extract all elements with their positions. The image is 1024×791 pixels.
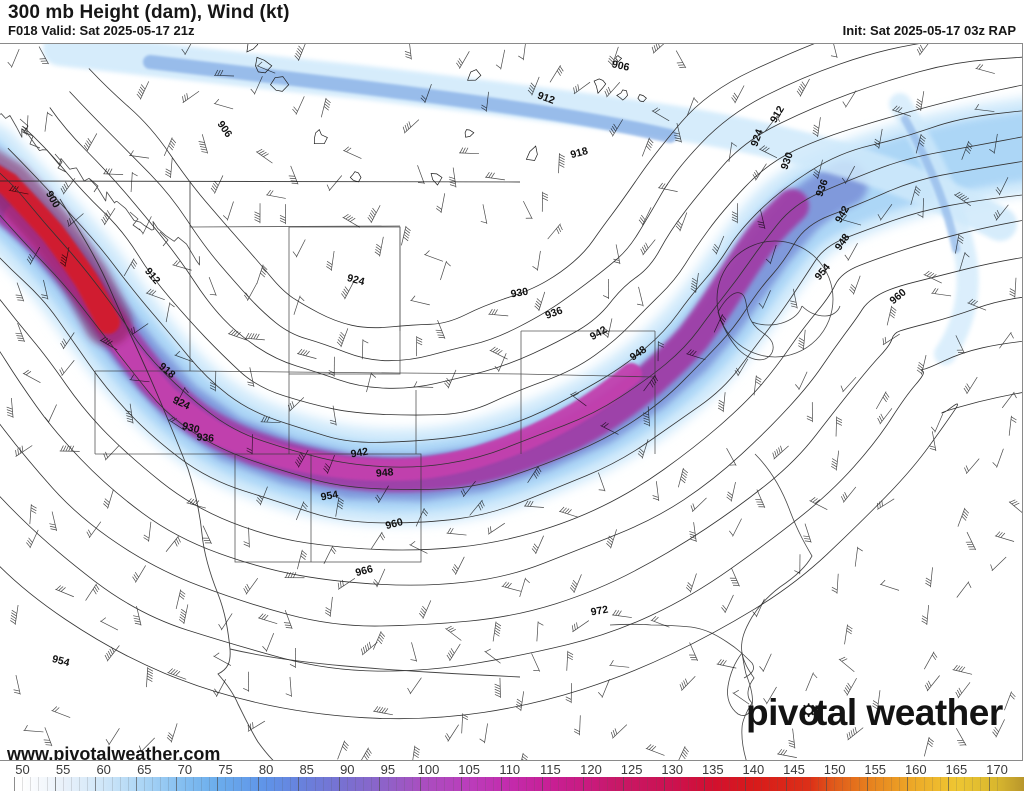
svg-text:972: 972 — [590, 604, 609, 619]
svg-text:930: 930 — [510, 286, 529, 301]
svg-text:936: 936 — [196, 431, 215, 444]
svg-text:906: 906 — [611, 58, 631, 73]
svg-text:912: 912 — [768, 104, 787, 125]
svg-text:906: 906 — [215, 119, 235, 140]
svg-text:942: 942 — [588, 324, 609, 343]
svg-text:912: 912 — [142, 266, 163, 287]
svg-text:918: 918 — [569, 145, 589, 161]
svg-text:948: 948 — [375, 466, 394, 479]
svg-text:936: 936 — [544, 304, 565, 321]
svg-text:954: 954 — [51, 653, 71, 669]
svg-text:924: 924 — [346, 272, 366, 288]
svg-text:966: 966 — [354, 563, 374, 579]
